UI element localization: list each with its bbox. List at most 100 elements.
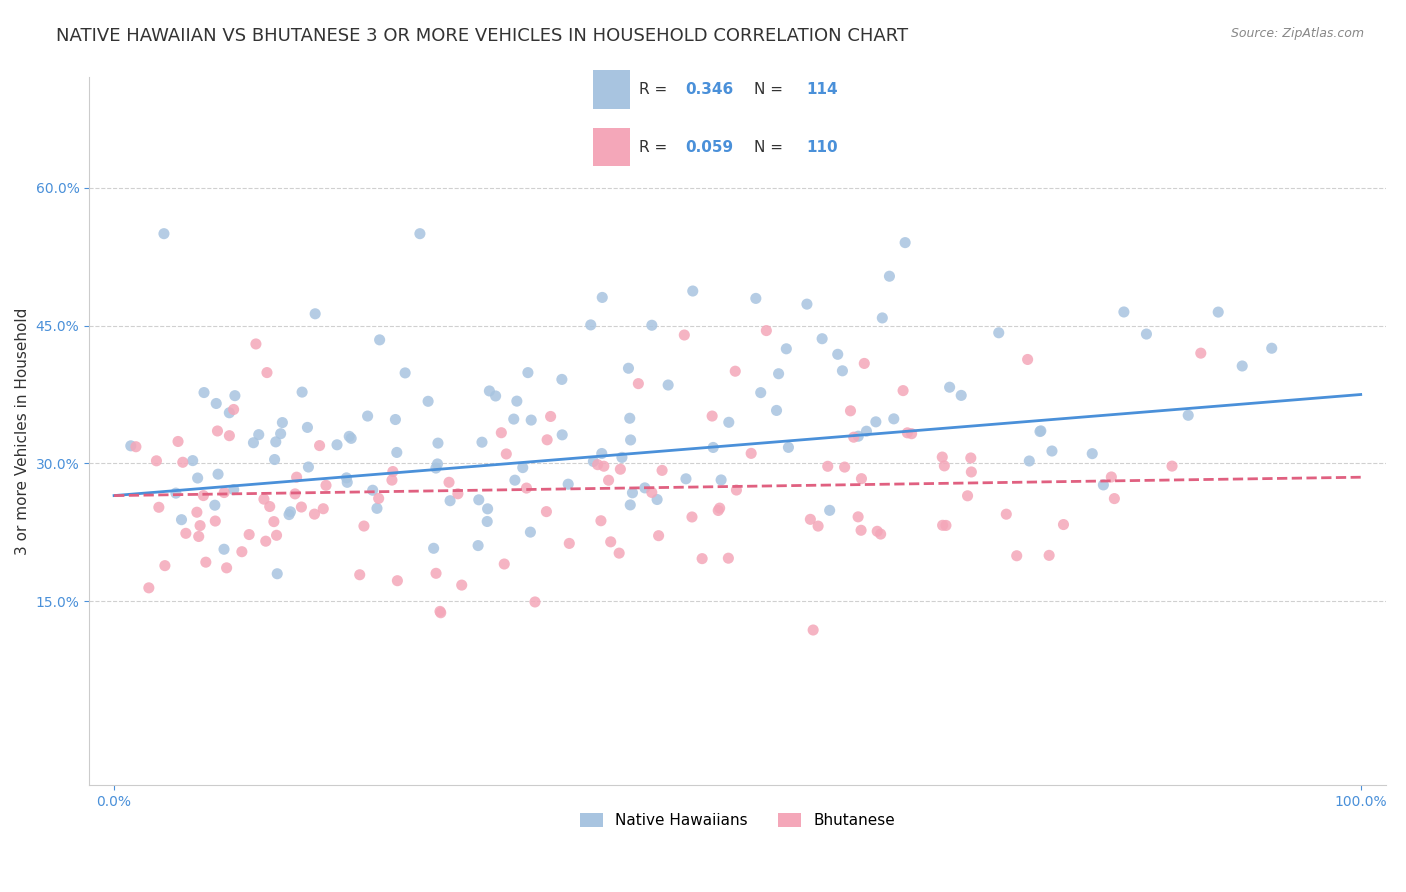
Point: [204, 498, 226, 512]
Point: [381, 473, 404, 487]
Point: [619, 433, 641, 447]
Point: [193, 385, 215, 400]
Point: [872, 310, 894, 325]
Point: [1005, 549, 1028, 563]
Point: [222, 402, 245, 417]
Point: [853, 356, 876, 370]
Point: [846, 509, 869, 524]
Point: [765, 403, 787, 417]
Point: [285, 470, 308, 484]
Point: [865, 415, 887, 429]
Point: [519, 525, 541, 540]
Point: [515, 481, 537, 495]
Point: [586, 458, 609, 472]
Point: [849, 523, 872, 537]
Point: [304, 307, 326, 321]
Point: [366, 501, 388, 516]
Point: [599, 534, 621, 549]
Point: [846, 429, 869, 443]
Point: [707, 503, 730, 517]
Point: [187, 471, 209, 485]
Point: [254, 534, 277, 549]
Point: [264, 434, 287, 449]
Point: [212, 542, 235, 557]
Point: [755, 324, 778, 338]
Point: [263, 515, 285, 529]
Point: [425, 566, 447, 581]
Point: [745, 292, 768, 306]
Point: [551, 427, 574, 442]
Point: [1161, 459, 1184, 474]
Bar: [593, 128, 630, 166]
Point: [524, 595, 547, 609]
Point: [278, 508, 301, 522]
Point: [598, 473, 620, 487]
Point: [467, 539, 489, 553]
Point: [619, 498, 641, 512]
Point: [335, 471, 357, 485]
Point: [866, 524, 889, 539]
Point: [551, 372, 574, 386]
Point: [125, 440, 148, 454]
Point: [1029, 424, 1052, 438]
Point: [304, 507, 326, 521]
Point: [1040, 444, 1063, 458]
Text: R =: R =: [640, 139, 672, 154]
Point: [266, 566, 288, 581]
Point: [725, 483, 748, 497]
Point: [1081, 447, 1104, 461]
Point: [145, 454, 167, 468]
Point: [610, 450, 633, 465]
Point: [266, 528, 288, 542]
Point: [627, 376, 650, 391]
Point: [245, 337, 267, 351]
Point: [724, 364, 747, 378]
Point: [796, 297, 818, 311]
Point: [284, 487, 307, 501]
Point: [349, 567, 371, 582]
Point: [831, 364, 853, 378]
Point: [181, 453, 204, 467]
Point: [609, 462, 631, 476]
Point: [740, 446, 762, 460]
Point: [247, 427, 270, 442]
Point: [315, 478, 337, 492]
Point: [204, 514, 226, 528]
Point: [645, 492, 668, 507]
Point: [582, 454, 605, 468]
Point: [259, 500, 281, 514]
Point: [1260, 341, 1282, 355]
Point: [641, 485, 664, 500]
Point: [702, 441, 724, 455]
Point: [381, 465, 404, 479]
Point: [477, 515, 499, 529]
Point: [242, 435, 264, 450]
Point: [478, 384, 501, 398]
Point: [174, 526, 197, 541]
Point: [477, 501, 499, 516]
Point: [222, 483, 245, 497]
Point: [231, 545, 253, 559]
Point: [337, 429, 360, 443]
Point: [494, 557, 516, 571]
Point: [641, 318, 664, 333]
Bar: [593, 70, 630, 109]
Point: [429, 606, 451, 620]
Point: [367, 491, 389, 506]
Point: [506, 394, 529, 409]
Point: [579, 318, 602, 332]
Point: [340, 431, 363, 445]
Point: [894, 235, 917, 250]
Text: NATIVE HAWAIIAN VS BHUTANESE 3 OR MORE VEHICLES IN HOUSEHOLD CORRELATION CHART: NATIVE HAWAIIAN VS BHUTANESE 3 OR MORE V…: [56, 27, 908, 45]
Point: [502, 412, 524, 426]
Point: [422, 541, 444, 556]
Point: [1135, 327, 1157, 342]
Point: [817, 459, 839, 474]
Point: [271, 416, 294, 430]
Point: [1017, 352, 1039, 367]
Point: [394, 366, 416, 380]
Point: [647, 529, 669, 543]
Point: [1052, 517, 1074, 532]
Point: [900, 426, 922, 441]
Point: [879, 269, 901, 284]
